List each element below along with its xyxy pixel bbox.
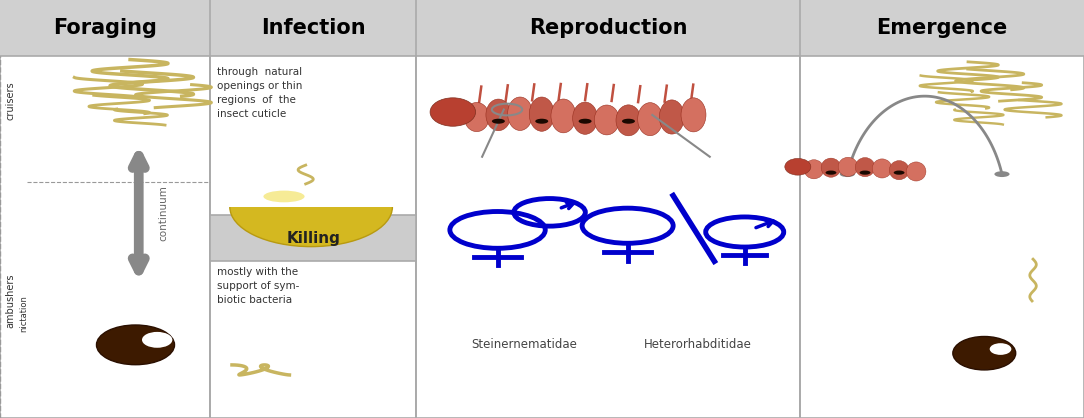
Ellipse shape [889, 161, 908, 180]
Ellipse shape [953, 336, 1016, 370]
Ellipse shape [230, 167, 392, 247]
Ellipse shape [263, 191, 305, 202]
Ellipse shape [142, 332, 172, 348]
Text: continuum: continuum [158, 185, 168, 241]
Ellipse shape [464, 102, 489, 132]
Text: ambushers: ambushers [5, 274, 16, 328]
Ellipse shape [572, 102, 597, 134]
Ellipse shape [507, 97, 532, 130]
Ellipse shape [486, 99, 511, 131]
Text: through  natural
openings or thin
regions  of  the
insect cuticle: through natural openings or thin regions… [217, 67, 302, 119]
Circle shape [579, 119, 592, 124]
Ellipse shape [990, 343, 1011, 355]
Text: mostly with the
support of sym-
biotic bacteria: mostly with the support of sym- biotic b… [217, 267, 299, 305]
Ellipse shape [594, 105, 619, 135]
Bar [210, 215, 416, 261]
Ellipse shape [822, 158, 841, 177]
Ellipse shape [529, 97, 554, 131]
Text: Heterorhabditidae: Heterorhabditidae [644, 338, 752, 352]
Bar [214, 159, 409, 207]
Bar [416, 0, 800, 56]
Circle shape [840, 171, 855, 177]
Circle shape [492, 119, 505, 124]
Bar [0, 0, 210, 56]
Ellipse shape [804, 160, 824, 179]
Bar [800, 0, 1084, 418]
Ellipse shape [430, 98, 476, 126]
Text: Steinernematidae: Steinernematidae [472, 338, 578, 352]
Ellipse shape [785, 158, 811, 175]
Circle shape [826, 171, 837, 175]
Bar [416, 0, 800, 418]
Text: Reproduction: Reproduction [529, 18, 687, 38]
Bar [210, 0, 416, 56]
Ellipse shape [659, 100, 684, 134]
Ellipse shape [855, 158, 875, 177]
Ellipse shape [873, 159, 892, 178]
Circle shape [535, 119, 549, 124]
Ellipse shape [96, 325, 175, 364]
Text: Foraging: Foraging [53, 18, 157, 38]
Text: Killing: Killing [286, 231, 340, 246]
Text: nictation: nictation [20, 295, 28, 332]
Text: Infection: Infection [261, 18, 365, 38]
Bar [800, 0, 1084, 56]
Circle shape [860, 171, 870, 175]
Ellipse shape [681, 98, 706, 132]
Bar [210, 0, 416, 418]
Circle shape [622, 119, 635, 124]
Ellipse shape [838, 157, 857, 176]
Ellipse shape [551, 99, 576, 133]
Bar [0, 0, 210, 418]
Circle shape [893, 171, 904, 175]
Text: cruisers: cruisers [5, 81, 16, 120]
Text: Emergence: Emergence [876, 18, 1008, 38]
Circle shape [994, 171, 1009, 177]
Ellipse shape [906, 162, 926, 181]
Ellipse shape [616, 105, 641, 136]
Ellipse shape [637, 103, 662, 136]
